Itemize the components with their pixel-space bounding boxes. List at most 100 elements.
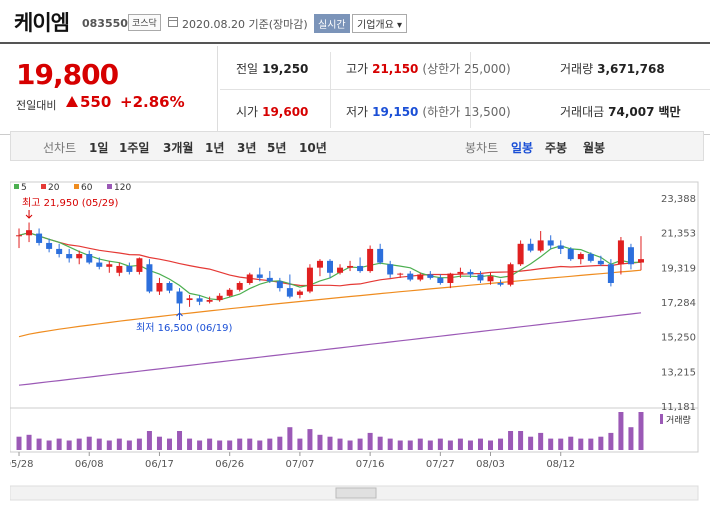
candle-body	[236, 282, 243, 290]
company-overview-dropdown[interactable]: 기업개요 ▾	[352, 14, 407, 33]
volume-bar	[377, 436, 383, 450]
candle-body	[76, 254, 83, 259]
candle-body	[296, 291, 303, 295]
candle-body	[337, 267, 344, 273]
stock-code: 083550	[82, 17, 128, 30]
realtime-button[interactable]: 실시간	[314, 14, 350, 33]
volume-bar	[257, 440, 263, 450]
volume-bar	[367, 432, 373, 450]
period-5y[interactable]: 5년	[267, 141, 287, 155]
prev-close-label: 전일	[236, 62, 259, 76]
volume-bar	[508, 431, 514, 450]
low-price: 저가 19,150 (하한가 13,500)	[346, 103, 511, 120]
open-value: 19,600	[262, 105, 309, 119]
volume-legend-swatch	[660, 414, 663, 424]
period-1d[interactable]: 1일	[89, 141, 109, 155]
volume-label: 거래량	[560, 62, 594, 76]
volume-bar	[558, 438, 564, 450]
volume-bar	[267, 438, 273, 450]
volume-bar	[287, 427, 293, 450]
stock-chart[interactable]: 5 20 60 120 23,388 21,353 19,319 17,284 15,250 13…	[5, 176, 710, 506]
candle-body	[617, 240, 624, 265]
period-3y[interactable]: 3년	[237, 141, 257, 155]
candle-body	[316, 260, 323, 268]
volume-bar	[46, 440, 52, 450]
volume-bar	[116, 438, 122, 450]
candle-body	[186, 298, 193, 301]
legend-swatch-5	[14, 184, 19, 189]
candle-daily[interactable]: 일봉	[511, 141, 534, 155]
volume-bar	[578, 438, 584, 450]
volume-bar	[447, 440, 453, 450]
candle-body	[417, 274, 424, 280]
volume-bar	[146, 431, 152, 450]
y-tick-label: 11,181	[661, 402, 696, 413]
volume-bar	[136, 438, 142, 450]
volume-bar	[477, 438, 483, 450]
candle-body	[567, 248, 574, 260]
candle-body	[637, 259, 644, 263]
candle-body	[577, 254, 584, 260]
candle-body	[557, 245, 564, 249]
volume-bar	[66, 440, 72, 450]
x-tick-label: 07/16	[356, 459, 385, 470]
candle-body	[36, 233, 43, 243]
candle-body	[467, 271, 474, 275]
low-arrow	[176, 312, 183, 320]
lower-limit: (하한가 13,500)	[422, 105, 511, 119]
period-10y[interactable]: 10년	[299, 141, 327, 155]
amount-value: 74,007	[608, 105, 655, 119]
legend-label-5: 5	[21, 183, 27, 193]
candle-body	[176, 291, 183, 304]
candle-body	[507, 264, 514, 285]
market-badge: 코스닥	[128, 14, 161, 31]
volume-legend-label: 거래량	[666, 414, 691, 426]
candle-chart-label: 봉차트	[465, 141, 499, 155]
candlestick-chart-svg: 5 20 60 120 23,388 21,353 19,319 17,284 15,250 13…	[5, 181, 699, 501]
x-tick-label: 06/08	[75, 459, 104, 470]
candle-body	[367, 248, 374, 272]
candle-body	[306, 267, 313, 292]
change-label: 전일대비	[16, 99, 57, 112]
candle-body	[166, 282, 173, 291]
amount-unit: 백만	[658, 105, 681, 119]
change-value: 550	[80, 93, 112, 111]
current-price-box: 19,800 전일대비 550 +2.86%	[10, 46, 218, 134]
x-tick-label: 07/07	[285, 459, 314, 470]
price-summary: 19,800 전일대비 550 +2.86% 전일 19,250 고가 21,150…	[0, 46, 710, 135]
volume: 거래량 3,671,768	[560, 60, 665, 77]
volume-bar	[76, 438, 82, 450]
candle-body	[527, 243, 534, 251]
candle-body	[116, 265, 123, 273]
volume-bar	[156, 436, 162, 450]
legend-swatch-60	[74, 184, 79, 189]
period-1w[interactable]: 1주일	[119, 141, 150, 155]
candle-weekly[interactable]: 주봉	[545, 141, 568, 155]
candle-body	[407, 273, 414, 280]
chart-scroll-handle[interactable]	[335, 487, 377, 499]
candle-monthly[interactable]: 월봉	[583, 141, 606, 155]
candle-body	[276, 281, 283, 289]
volume-bar	[518, 431, 524, 450]
high-price: 고가 21,150 (상한가 25,000)	[346, 60, 511, 77]
ma60-line	[18, 269, 642, 338]
legend-swatch-120	[107, 184, 112, 189]
candle-body	[387, 264, 394, 275]
volume-bar	[397, 440, 403, 450]
high-value: 21,150	[372, 62, 419, 76]
y-tick-label: 15,250	[661, 333, 696, 344]
period-1y[interactable]: 1년	[205, 141, 225, 155]
volume-bar	[568, 436, 574, 450]
volume-bar	[598, 436, 604, 450]
candle-body	[156, 282, 163, 292]
candle-body	[196, 298, 203, 302]
candle-body	[86, 254, 93, 263]
period-3m[interactable]: 3개월	[163, 141, 194, 155]
high-annotation: 최고 21,950 (05/29)	[22, 197, 118, 209]
period-selector: 선차트 1일 1주일 3개월 1년 3년 5년 10년 봉차트 일봉 주봉 월봉	[10, 131, 704, 161]
volume-bar	[86, 436, 92, 450]
volume-bar	[457, 438, 463, 450]
candle-body	[46, 242, 53, 249]
candle-body	[477, 274, 484, 281]
y-tick-label: 21,353	[661, 229, 696, 240]
